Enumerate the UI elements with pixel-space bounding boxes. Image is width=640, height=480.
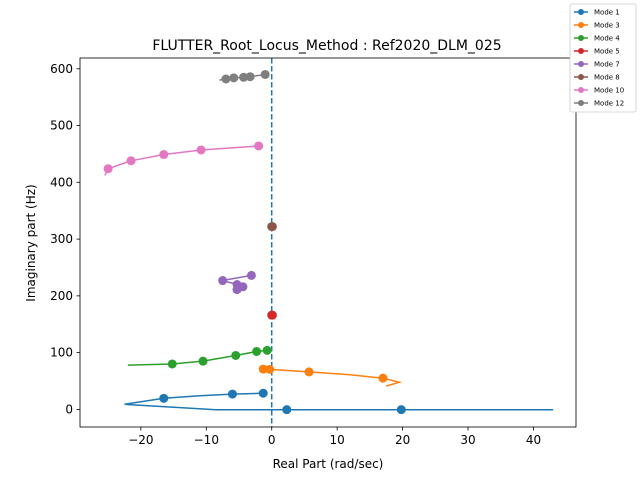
mode-12-legend-label: Mode 12 <box>594 100 624 108</box>
mode-3-point <box>304 367 314 377</box>
mode-3-point <box>265 364 275 374</box>
mode-3-point <box>378 373 388 383</box>
plot-series <box>103 58 554 427</box>
y-axis-label: Imaginary part (Hz) <box>24 184 38 301</box>
mode-5-point <box>267 310 277 320</box>
mode-5-legend-label: Mode 5 <box>594 48 620 56</box>
mode-4-point <box>167 359 177 369</box>
mode-12-point <box>245 72 255 82</box>
x-tick-label: 20 <box>395 433 410 447</box>
mode-10-point <box>254 141 264 151</box>
mode-7-point <box>246 270 256 280</box>
y-tick-label: 500 <box>50 119 73 133</box>
mode-7-series <box>218 270 256 295</box>
y-tick-label: 300 <box>50 232 73 246</box>
mode-3-point <box>258 364 268 374</box>
mode-4-locus-line <box>127 349 268 366</box>
mode-8-legend-label: Mode 8 <box>594 74 620 82</box>
mode-7-point <box>218 276 228 286</box>
mode-5-legend-marker <box>578 48 584 54</box>
mode-1-point <box>159 393 169 403</box>
mode-4-point <box>231 350 241 360</box>
y-tick-label: 100 <box>50 346 73 360</box>
mode-1-point <box>227 389 237 399</box>
mode-1-legend-label: Mode 1 <box>594 9 620 17</box>
mode-10-legend-label: Mode 10 <box>594 87 624 95</box>
mode-5-series <box>267 310 277 320</box>
x-tick-label: −10 <box>194 433 219 447</box>
x-tick-label: 10 <box>330 433 345 447</box>
mode-4-legend-marker <box>578 35 584 41</box>
axes-frame <box>79 57 577 428</box>
legend-box <box>569 3 637 113</box>
y-tick-label: 0 <box>65 402 73 416</box>
mode-10-point <box>126 156 136 166</box>
mode-10-point <box>196 145 206 155</box>
mode-1-point <box>258 388 268 398</box>
mode-1-locus-line <box>124 392 554 411</box>
mode-4-point <box>262 345 272 355</box>
mode-12-point <box>260 69 270 79</box>
mode-10-point <box>103 164 113 174</box>
mode-1-series <box>124 388 554 415</box>
mode-1-legend-marker <box>578 9 584 15</box>
mode-10-series <box>103 141 264 176</box>
mode-4-series <box>127 345 272 369</box>
mode-7-legend-marker <box>578 61 584 67</box>
y-tick-label: 400 <box>50 175 73 189</box>
mode-3-legend-marker <box>578 22 584 28</box>
mode-12-legend-marker <box>578 100 584 106</box>
mode-10-legend-marker <box>578 87 584 93</box>
y-tick-label: 600 <box>50 62 73 76</box>
x-tick-label: −20 <box>128 433 153 447</box>
mode-4-point <box>198 356 208 366</box>
mode-12-series <box>219 69 270 84</box>
x-tick-label: 0 <box>268 433 276 447</box>
mode-1-point <box>282 405 292 415</box>
mode-7-legend-label: Mode 7 <box>594 61 620 69</box>
mode-12-point <box>239 72 249 82</box>
x-axis-label: Real Part (rad/sec) <box>273 457 384 471</box>
x-tick-label: 40 <box>526 433 541 447</box>
mode-12-point <box>229 73 239 83</box>
mode-8-series <box>267 222 277 232</box>
mode-4-point <box>252 346 262 356</box>
mode-4-legend-label: Mode 4 <box>594 35 620 43</box>
mode-10-point <box>159 150 169 160</box>
legend: Mode 1 Mode 3 Mode 4 Mode 5 Mode 7 Mode 8 Mode… <box>569 3 637 113</box>
mode-12-point <box>221 74 231 84</box>
mode-1-point <box>396 405 406 415</box>
mode-8-legend-marker <box>578 74 584 80</box>
mode-3-legend-label: Mode 3 <box>594 22 620 30</box>
chart-title: FLUTTER_Root_Locus_Method : Ref2020_DLM_… <box>152 38 501 54</box>
y-tick-label: 200 <box>50 289 73 303</box>
mode-8-point <box>267 222 277 232</box>
mode-3-series <box>258 364 403 387</box>
plot-area <box>103 58 554 427</box>
x-tick-label: 30 <box>460 433 475 447</box>
mode-7-point <box>232 285 242 295</box>
